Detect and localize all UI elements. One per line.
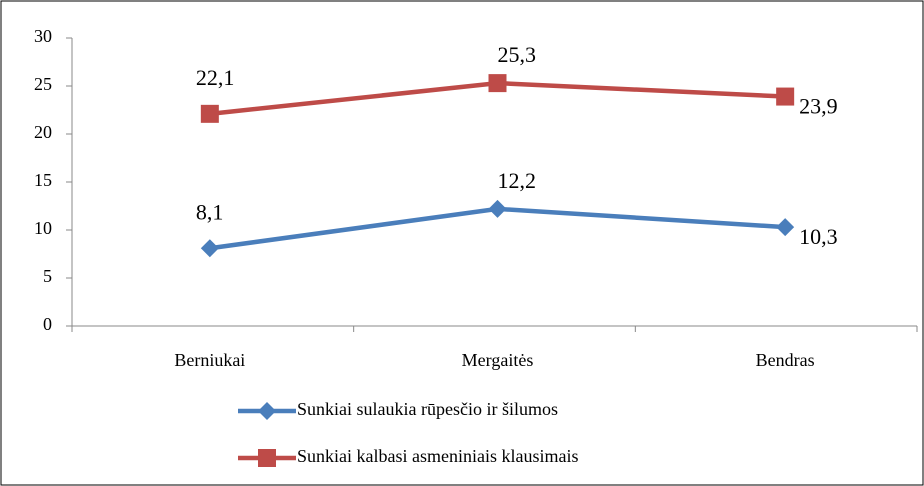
data-point	[200, 239, 219, 258]
y-tick-label: 25	[34, 74, 52, 94]
data-label: 23,9	[799, 94, 838, 119]
data-label: 22,1	[196, 65, 235, 90]
legend-label: Sunkiai kalbasi asmeniniais klausimais	[297, 446, 578, 466]
x-tick-label: Berniukai	[174, 350, 245, 370]
data-label: 8,1	[196, 199, 224, 224]
data-label: 25,3	[498, 42, 537, 67]
y-tick-label: 20	[34, 122, 52, 142]
data-point	[776, 87, 795, 106]
data-point	[488, 199, 507, 218]
y-tick-label: 10	[34, 218, 52, 238]
legend-marker	[258, 402, 276, 420]
y-tick-label: 15	[34, 170, 52, 190]
data-point	[200, 104, 219, 123]
data-point	[776, 218, 795, 237]
legend-marker	[258, 449, 276, 467]
x-tick-label: Bendras	[756, 350, 815, 370]
data-label: 12,2	[498, 168, 537, 193]
data-label: 10,3	[799, 224, 838, 249]
y-tick-label: 0	[43, 314, 52, 334]
legend-label: Sunkiai sulaukia rūpesčio ir šilumos	[297, 399, 558, 419]
y-tick-label: 5	[43, 266, 52, 286]
y-tick-label: 30	[34, 26, 52, 46]
x-tick-label: Mergaitės	[462, 350, 534, 370]
data-point	[488, 74, 507, 93]
